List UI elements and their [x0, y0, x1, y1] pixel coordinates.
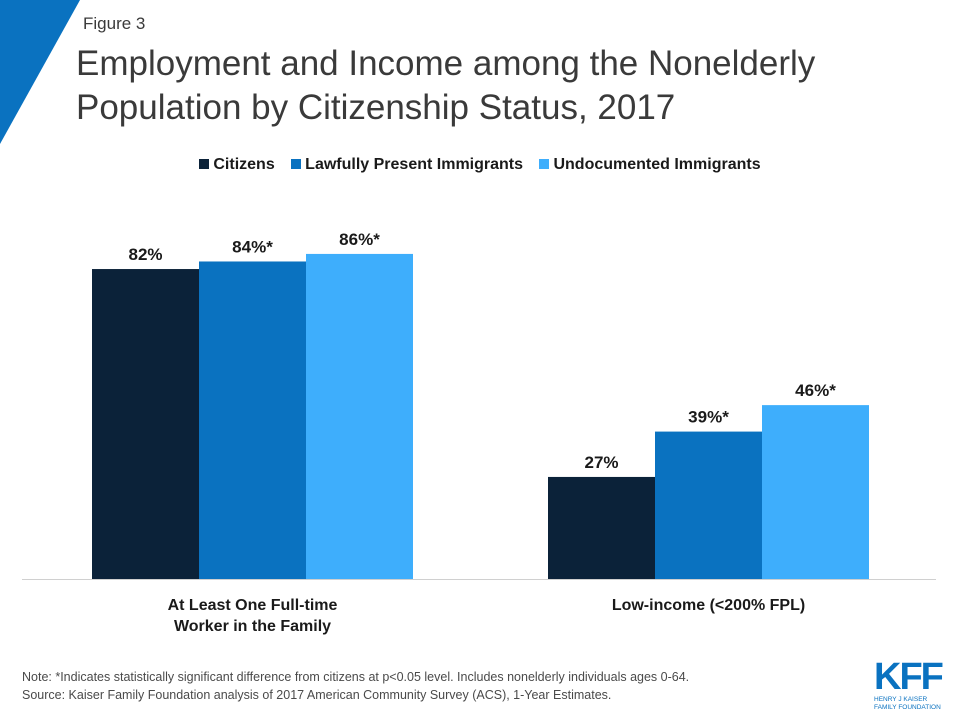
chart-legend: Citizens Lawfully Present Immigrants Und…: [0, 156, 960, 174]
chart-title-line-1: Employment and Income among the Nonelder…: [76, 44, 816, 83]
data-label-1-2: 46%*: [795, 381, 836, 400]
legend-label-lawfully-present: Lawfully Present Immigrants: [305, 156, 524, 173]
legend-swatch-undocumented: [539, 159, 550, 169]
legend-swatch-citizens: [199, 159, 210, 169]
figure-label: Figure 3: [83, 14, 146, 33]
legend-label-undocumented: Undocumented Immigrants: [553, 156, 761, 173]
data-label-0-1: 84%*: [232, 237, 273, 256]
category-label-1-line-0: Low-income (<200% FPL): [612, 597, 805, 614]
data-label-1-1: 39%*: [688, 408, 729, 427]
data-label-1-0: 27%: [584, 453, 618, 472]
corner-accent: [0, 0, 80, 144]
logo-subtitle-line-1: HENRY J KAISER: [874, 696, 928, 703]
bar-chart: 82% 84%* 86%* At Least One Full-time Worker …: [22, 230, 936, 635]
logo-mark: KFF: [874, 656, 944, 698]
legend-item-undocumented: Undocumented Immigrants: [539, 156, 761, 174]
data-label-0-0: 82%: [128, 245, 162, 264]
bar-1-1: [655, 431, 762, 579]
chart-title-line-2: Population by Citizenship Status, 2017: [76, 88, 676, 127]
bar-0-1: [199, 261, 306, 579]
bar-0-0: [92, 269, 199, 579]
footnote: Note: *Indicates statistically significa…: [22, 668, 689, 704]
chart-title: Employment and Income among the Nonelder…: [76, 42, 936, 130]
bar-1-2: [762, 405, 869, 579]
footnote-note: Note: *Indicates statistically significa…: [22, 670, 690, 684]
category-label-0-line-0: At Least One Full-time: [168, 597, 338, 614]
logo-subtitle-line-2: FAMILY FOUNDATION: [874, 704, 941, 711]
bar-0-2: [306, 253, 413, 580]
legend-item-citizens: Citizens: [199, 156, 275, 174]
data-label-0-2: 86%*: [339, 230, 380, 249]
legend-swatch-lawfully-present: [291, 159, 302, 169]
footnote-source: Source: Kaiser Family Foundation analysi…: [22, 688, 612, 702]
category-label-0-line-1: Worker in the Family: [174, 618, 331, 635]
kff-logo: KFF HENRY J KAISER FAMILY FOUNDATION: [874, 658, 948, 712]
legend-item-lawfully-present: Lawfully Present Immigrants: [291, 156, 523, 174]
bar-1-0: [548, 476, 655, 579]
legend-label-citizens: Citizens: [213, 156, 275, 173]
